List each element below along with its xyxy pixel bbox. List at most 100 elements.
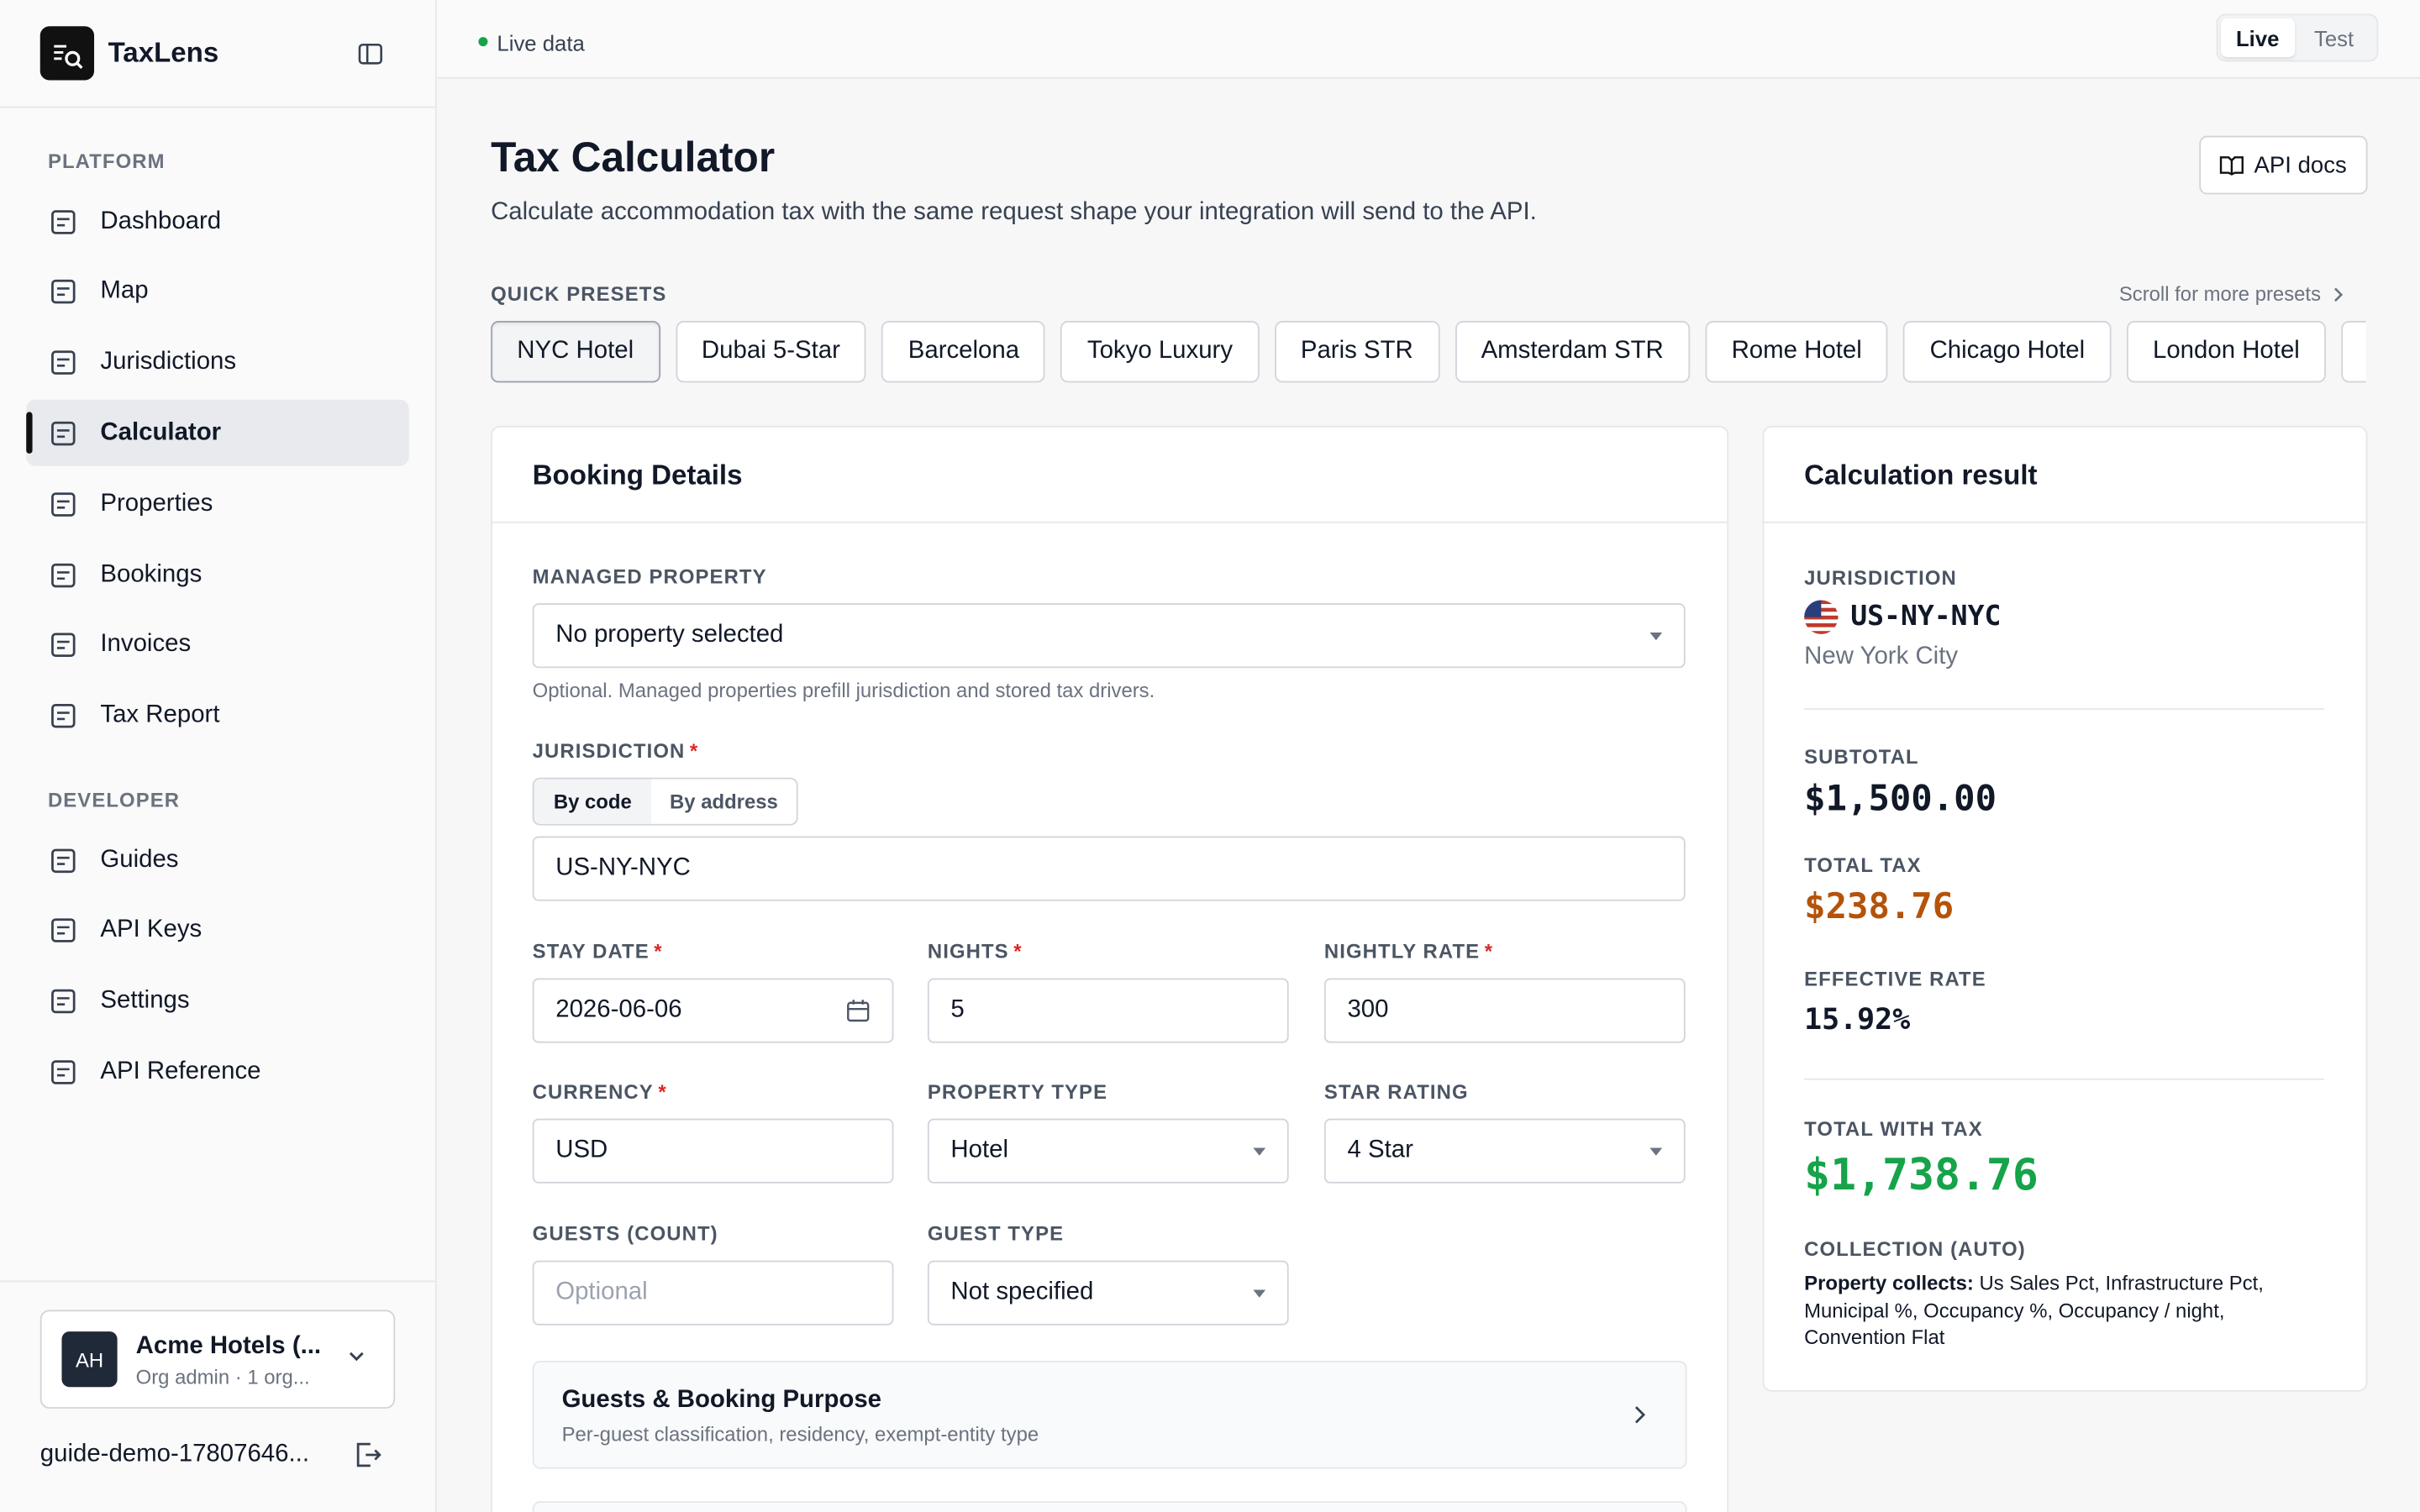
- api-docs-button[interactable]: API docs: [2199, 135, 2368, 195]
- field-label: JURISDICTION *: [533, 739, 699, 763]
- nav-item[interactable]: Dashboard: [26, 188, 409, 255]
- presets-scroll-hint: Scroll for more presets: [2119, 282, 2349, 306]
- nav-icon: [51, 989, 76, 1014]
- nav-icon: [51, 848, 76, 873]
- required-mark: *: [1013, 939, 1023, 963]
- mode-live[interactable]: Live: [2221, 18, 2295, 57]
- tab-by-address[interactable]: By address: [670, 790, 778, 813]
- input-value: 300: [1347, 996, 1389, 1023]
- preset-button[interactable]: Barcelona: [881, 321, 1046, 383]
- input-value: 2026-06-06: [555, 996, 682, 1023]
- result-label: SUBTOTAL: [1804, 745, 1919, 769]
- field-input[interactable]: Hotel: [927, 1118, 1289, 1184]
- placeholder: Optional: [555, 1278, 648, 1305]
- field-input[interactable]: 4 Star: [1323, 1118, 1686, 1184]
- presets-row: NYC Hotel Dubai 5-Star Barcelona Tokyo Luxu…: [491, 321, 2366, 386]
- field-input[interactable]: 300: [1323, 978, 1686, 1043]
- subtotal-value: $1,500.00: [1804, 779, 1997, 820]
- total-tax-value: $238.76: [1804, 887, 1954, 927]
- field-input[interactable]: 5: [927, 978, 1289, 1043]
- result-card: Calculation result JURISDICTION US-NY-NY…: [1762, 425, 2368, 1392]
- nav-label: Guides: [100, 846, 179, 873]
- field-hint: Optional. Managed properties prefill jur…: [532, 679, 1155, 702]
- field-input[interactable]: 2026-06-06: [532, 978, 894, 1043]
- label-text: STAR RATING: [1323, 1079, 1469, 1104]
- preset-button[interactable]: Rome Hotel: [1705, 321, 1888, 383]
- nav-label: Tax Report: [100, 701, 220, 729]
- status-dot: [478, 37, 488, 47]
- accordion[interactable]: Guests & Booking Purpose Per-guest class…: [532, 1360, 1687, 1469]
- jurisdiction-name: New York City: [1804, 643, 1959, 670]
- logout-button[interactable]: [354, 1441, 381, 1469]
- preset-button[interactable]: Chicago Hotel: [1903, 321, 2112, 383]
- nav-item[interactable]: Properties: [26, 471, 409, 538]
- result-label: TOTAL TAX: [1804, 853, 1922, 877]
- field-label: GUESTS (COUNT): [533, 1222, 718, 1246]
- nav-label: Bookings: [100, 560, 203, 587]
- brand-name: TaxLens: [108, 37, 219, 68]
- input-value: Not specified: [950, 1278, 1094, 1305]
- nav-item[interactable]: API Keys: [26, 898, 409, 964]
- nav-icon: [51, 1060, 76, 1084]
- field-label: CURRENCY *: [533, 1080, 667, 1104]
- org-name: Acme Hotels (...: [135, 1332, 322, 1360]
- field-label: STAY DATE *: [533, 940, 663, 963]
- label-text: PROPERTY TYPE: [927, 1079, 1108, 1104]
- divider: [1804, 708, 2325, 710]
- nav-icon: [51, 350, 76, 375]
- accordion-title: Guests & Booking Purpose: [561, 1387, 882, 1414]
- collection-list: Us Sales Pct, Infrastructure Pct, Munici…: [1804, 1271, 2264, 1349]
- booking-title: Booking Details: [532, 459, 743, 491]
- divider: [0, 1280, 435, 1283]
- nav-label: API Keys: [100, 916, 203, 943]
- field-input[interactable]: Not specified: [927, 1260, 1289, 1326]
- nav-label: Settings: [100, 987, 190, 1014]
- preset-button[interactable]: Tokyo Luxury: [1060, 321, 1260, 383]
- total-with-tax-value: $1,738.76: [1804, 1149, 2039, 1200]
- preset-button[interactable]: London Hotel: [2126, 321, 2327, 383]
- nav-icon: [51, 562, 76, 587]
- org-switcher[interactable]: AH Acme Hotels (... Org admin · 1 org...: [39, 1310, 396, 1409]
- collapse-button[interactable]: [358, 42, 382, 66]
- nav-item[interactable]: Settings: [26, 969, 409, 1035]
- preset-button[interactable]: Dubai 5-Star: [675, 321, 867, 383]
- nav-item[interactable]: Map: [26, 259, 409, 325]
- preset-button[interactable]: Amsterdam STR: [1455, 321, 1690, 383]
- preset-button[interactable]: NYC Hotel: [491, 321, 660, 383]
- tab-by-code[interactable]: By code: [534, 779, 652, 824]
- presets-label: QUICK PRESETS: [491, 282, 667, 306]
- brand-logo: [39, 26, 95, 81]
- jurisdiction-input[interactable]: US-NY-NYC: [532, 836, 1686, 901]
- field-label: GUEST TYPE: [928, 1222, 1064, 1246]
- field-label: NIGHTLY RATE *: [1324, 940, 1493, 963]
- nav-item[interactable]: Jurisdictions: [26, 329, 409, 396]
- scroll-hint-text: Scroll for more presets: [2118, 282, 2322, 306]
- field-input[interactable]: Optional: [532, 1260, 894, 1326]
- nav-icon: [51, 421, 76, 446]
- nav-item[interactable]: Guides: [26, 827, 409, 893]
- nav-section-title: DEVELOPER: [47, 788, 181, 812]
- label-text: STAY DATE: [532, 939, 650, 963]
- nav-item[interactable]: API Reference: [26, 1039, 409, 1105]
- managed-property-select[interactable]: No property selected: [532, 603, 1686, 669]
- mode-test[interactable]: Test: [2314, 25, 2354, 50]
- nav-item[interactable]: Tax Report: [26, 683, 409, 749]
- status-text: Live data: [497, 30, 585, 56]
- nav-icon: [51, 633, 76, 658]
- nav-item[interactable]: Calculator: [26, 400, 409, 467]
- sidebar: TaxLens AH Acme Hotels (... Org admin · …: [0, 0, 437, 1512]
- input-value: 5: [950, 996, 965, 1023]
- preset-button[interactable]: Paris STR: [1274, 321, 1439, 383]
- nav-item[interactable]: Bookings: [26, 542, 409, 608]
- result-label: TOTAL WITH TAX: [1804, 1116, 1983, 1141]
- divider: [1804, 1078, 2325, 1080]
- result-label: COLLECTION (AUTO): [1804, 1237, 2026, 1261]
- input-value: 4 Star: [1347, 1137, 1413, 1163]
- effective-rate-value: 15.92%: [1804, 1002, 1911, 1037]
- field-input[interactable]: USD: [532, 1118, 894, 1184]
- nav-label: Invoices: [100, 631, 192, 658]
- nav-item[interactable]: Invoices: [26, 612, 409, 679]
- collection-text: Property collects: Us Sales Pct, Infrast…: [1804, 1270, 2313, 1351]
- preset-button[interactable]: Si: [2341, 321, 2366, 383]
